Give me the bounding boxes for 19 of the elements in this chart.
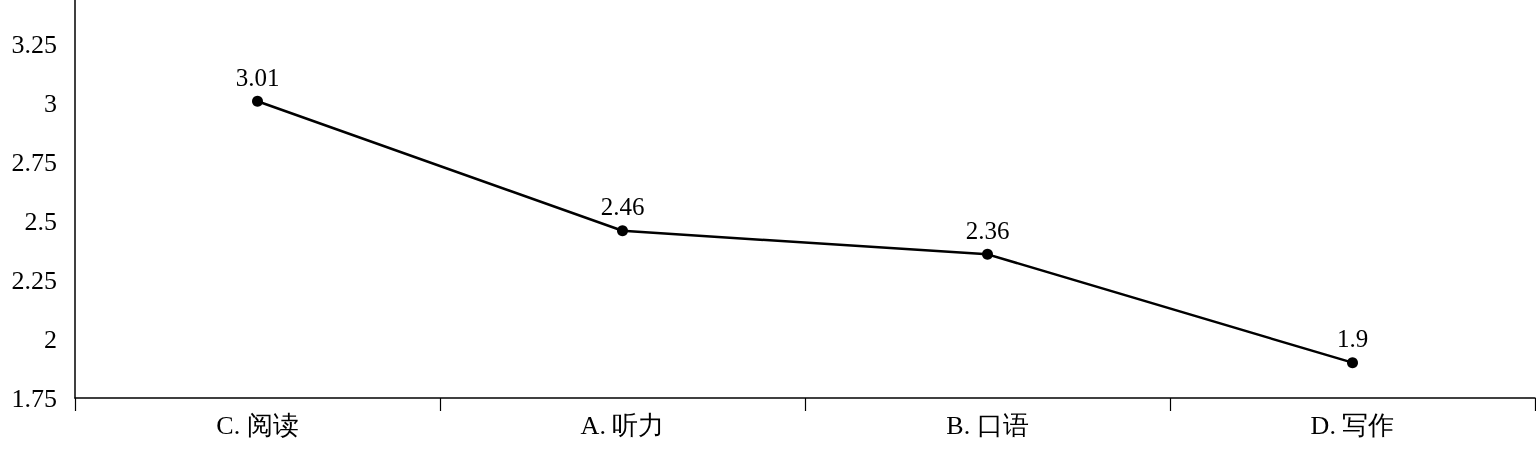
- data-label: 3.01: [235, 63, 280, 91]
- point: [982, 248, 993, 260]
- data-label: 1.9: [1336, 325, 1369, 353]
- x-tick-label: D. 写作: [1310, 410, 1395, 440]
- point: [1347, 357, 1358, 369]
- y-tick-label: 2.25: [11, 265, 57, 295]
- x-tick-label: A. 听力: [580, 410, 665, 440]
- y-tick-label: 2: [44, 324, 57, 354]
- point: [617, 225, 628, 237]
- y-tick-label: 3.25: [11, 30, 57, 60]
- data-label: 2.46: [600, 193, 645, 221]
- data-label: 2.36: [965, 216, 1010, 244]
- y-tick-label: 2.5: [24, 206, 57, 236]
- x-tick-label: B. 口语: [946, 410, 1029, 440]
- y-tick-label: 1.75: [11, 383, 57, 413]
- y-tick-label: 2.75: [11, 148, 57, 177]
- x-tick-label: C. 阅读: [216, 410, 299, 440]
- y-tick-label: 3: [44, 89, 57, 119]
- point: [252, 95, 263, 107]
